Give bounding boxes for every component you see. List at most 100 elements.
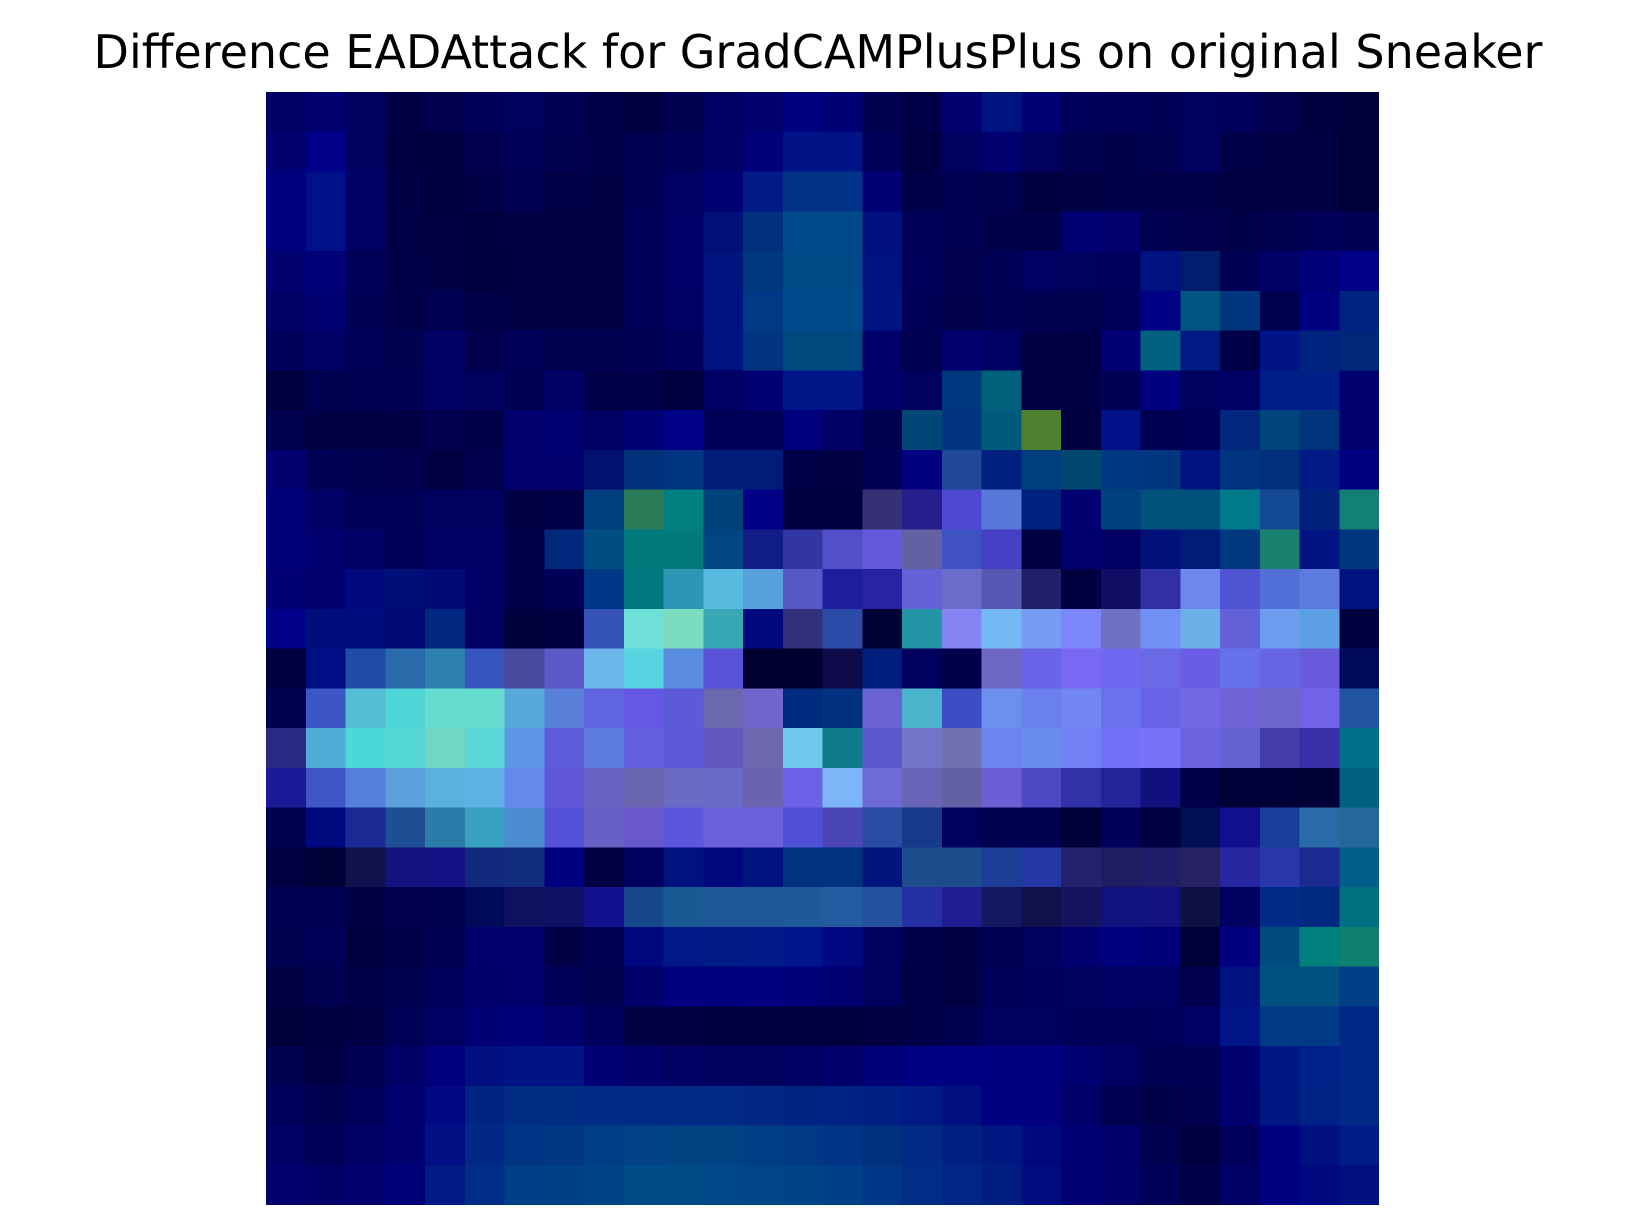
heatmap-cell bbox=[1061, 291, 1101, 331]
heatmap-cell bbox=[743, 490, 783, 530]
heatmap-cell bbox=[584, 132, 624, 172]
heatmap-cell bbox=[385, 211, 425, 251]
heatmap-cell bbox=[664, 609, 704, 649]
heatmap-cell bbox=[505, 768, 545, 808]
heatmap-cell bbox=[1300, 847, 1340, 887]
heatmap-cell bbox=[624, 808, 664, 848]
heatmap-cell bbox=[306, 688, 346, 728]
heatmap-cell bbox=[982, 728, 1022, 768]
heatmap-cell bbox=[664, 211, 704, 251]
heatmap-cell bbox=[306, 1126, 346, 1166]
heatmap-cell bbox=[1260, 688, 1300, 728]
heatmap-cell bbox=[1300, 768, 1340, 808]
heatmap-cell bbox=[1101, 847, 1141, 887]
heatmap-cell bbox=[902, 450, 942, 490]
heatmap-cell bbox=[1180, 649, 1220, 689]
heatmap-cell bbox=[1180, 1126, 1220, 1166]
heatmap-cell bbox=[703, 887, 743, 927]
heatmap-cell bbox=[1021, 768, 1061, 808]
heatmap-cell bbox=[306, 649, 346, 689]
heatmap-cell bbox=[544, 1046, 584, 1086]
heatmap-cell bbox=[664, 967, 704, 1007]
heatmap-cell bbox=[1021, 92, 1061, 132]
heatmap-cell bbox=[862, 768, 902, 808]
heatmap-cell bbox=[823, 1165, 863, 1205]
heatmap-cell bbox=[1220, 728, 1260, 768]
heatmap-cell bbox=[743, 847, 783, 887]
heatmap-cell bbox=[266, 132, 306, 172]
heatmap-cell bbox=[1101, 92, 1141, 132]
heatmap-cell bbox=[1220, 887, 1260, 927]
heatmap-cell bbox=[982, 688, 1022, 728]
heatmap-cell bbox=[703, 490, 743, 530]
heatmap-cell bbox=[1180, 410, 1220, 450]
heatmap-cell bbox=[1300, 967, 1340, 1007]
heatmap-cell bbox=[703, 410, 743, 450]
heatmap-cell bbox=[783, 1046, 823, 1086]
heatmap-cell bbox=[1101, 211, 1141, 251]
heatmap-cell bbox=[902, 1086, 942, 1126]
heatmap-cell bbox=[1260, 927, 1300, 967]
heatmap-cell bbox=[584, 728, 624, 768]
heatmap-cell bbox=[346, 370, 386, 410]
heatmap-cell bbox=[1339, 450, 1379, 490]
heatmap-cell bbox=[1180, 370, 1220, 410]
heatmap-cell bbox=[823, 92, 863, 132]
heatmap-cell bbox=[266, 1006, 306, 1046]
heatmap-cell bbox=[1339, 331, 1379, 371]
heatmap-cell bbox=[664, 569, 704, 609]
heatmap-cell bbox=[823, 211, 863, 251]
heatmap-cell bbox=[425, 967, 465, 1007]
heatmap-cell bbox=[783, 450, 823, 490]
heatmap-cell bbox=[942, 410, 982, 450]
heatmap-cell bbox=[1061, 529, 1101, 569]
heatmap-cell bbox=[465, 649, 505, 689]
heatmap-cell bbox=[743, 688, 783, 728]
heatmap-cell bbox=[584, 291, 624, 331]
heatmap-cell bbox=[942, 847, 982, 887]
heatmap-cell bbox=[1180, 1086, 1220, 1126]
heatmap-cell bbox=[664, 728, 704, 768]
heatmap-cell bbox=[783, 172, 823, 212]
heatmap-cell bbox=[1300, 887, 1340, 927]
heatmap-cell bbox=[1101, 1086, 1141, 1126]
heatmap-cell bbox=[346, 808, 386, 848]
heatmap-cell bbox=[346, 291, 386, 331]
heatmap-cell bbox=[266, 609, 306, 649]
heatmap-cell bbox=[1220, 450, 1260, 490]
heatmap-cell bbox=[823, 370, 863, 410]
heatmap-cell bbox=[664, 1006, 704, 1046]
heatmap-cell bbox=[1260, 370, 1300, 410]
heatmap-cell bbox=[1220, 569, 1260, 609]
heatmap-cell bbox=[1339, 847, 1379, 887]
heatmap-cell bbox=[1260, 490, 1300, 530]
heatmap-cell bbox=[783, 1165, 823, 1205]
heatmap-cell bbox=[385, 649, 425, 689]
heatmap-cell bbox=[465, 291, 505, 331]
heatmap-cell bbox=[425, 92, 465, 132]
heatmap-cell bbox=[862, 251, 902, 291]
heatmap-cell bbox=[465, 132, 505, 172]
heatmap-cell bbox=[902, 1165, 942, 1205]
heatmap-cell bbox=[266, 450, 306, 490]
heatmap-cell bbox=[1339, 1086, 1379, 1126]
heatmap-cell bbox=[1260, 887, 1300, 927]
heatmap-cell bbox=[982, 490, 1022, 530]
heatmap-cell bbox=[505, 331, 545, 371]
heatmap-cell bbox=[425, 1006, 465, 1046]
heatmap-cell bbox=[902, 1006, 942, 1046]
heatmap-cell bbox=[1260, 291, 1300, 331]
heatmap-cell bbox=[783, 609, 823, 649]
heatmap-cell bbox=[703, 688, 743, 728]
heatmap-cell bbox=[1061, 1086, 1101, 1126]
heatmap-cell bbox=[425, 370, 465, 410]
heatmap-cell bbox=[1260, 450, 1300, 490]
heatmap-cell bbox=[346, 1086, 386, 1126]
heatmap-cell bbox=[624, 927, 664, 967]
heatmap-cell bbox=[1260, 569, 1300, 609]
heatmap-cell bbox=[1141, 569, 1181, 609]
heatmap-cell bbox=[783, 92, 823, 132]
heatmap-cell bbox=[1061, 370, 1101, 410]
heatmap-cell bbox=[584, 1086, 624, 1126]
